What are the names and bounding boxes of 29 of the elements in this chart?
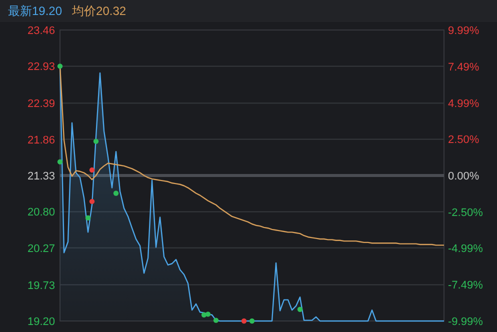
y2-tick-label: 2.50% [448, 134, 480, 146]
y2-tick-label: 4.99% [448, 98, 480, 110]
y2-tick-label: -7.49% [448, 280, 484, 292]
y-tick-label: 22.93 [27, 61, 55, 74]
y2-tick-label: -9.99% [448, 316, 484, 328]
y-tick-label: 20.80 [27, 206, 55, 219]
y-tick-label: 21.86 [27, 134, 55, 146]
point [113, 190, 119, 196]
point [249, 318, 255, 324]
point [85, 215, 91, 220]
y2-tick-label: -4.99% [448, 243, 484, 256]
y-tick-label: 19.73 [27, 280, 55, 292]
y2-tick-label: 7.49% [448, 61, 480, 74]
point [93, 138, 99, 144]
point [57, 64, 63, 69]
y2-tick-label: 0.00% [448, 170, 480, 182]
point [213, 318, 219, 323]
y-tick-label: 19.20 [27, 316, 55, 328]
y-tick-label: 23.46 [27, 25, 55, 37]
y-tick-label: 21.33 [27, 170, 55, 182]
text: 最新19.20 [8, 4, 62, 18]
point [297, 306, 303, 312]
point [89, 167, 95, 173]
y2-tick-label: 9.99% [448, 25, 480, 37]
y-tick-label: 20.27 [27, 242, 55, 255]
point [205, 312, 211, 317]
text: 均价20.32 [71, 4, 126, 18]
y2-tick-label: -2.50% [448, 206, 484, 219]
y-tick-label: 22.39 [27, 98, 55, 110]
